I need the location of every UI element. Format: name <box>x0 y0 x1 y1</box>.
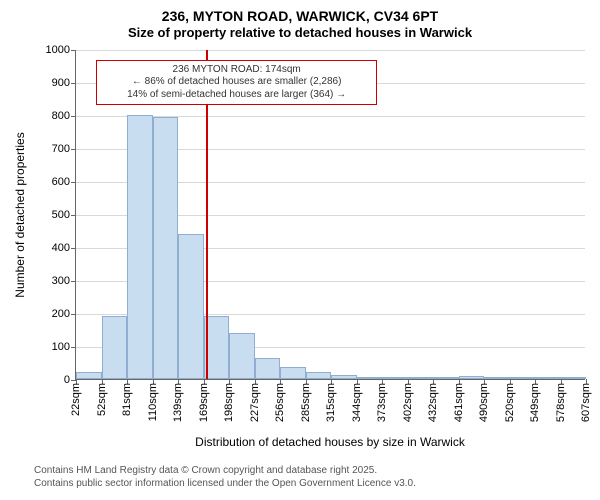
xtick-label: 315sqm <box>325 383 337 422</box>
annotation-line: 236 MYTON ROAD: 174sqm <box>103 64 370 77</box>
histogram-bar <box>255 358 281 379</box>
footer-line-1: Contains HM Land Registry data © Crown c… <box>34 465 600 478</box>
xtick-label: 110sqm <box>147 383 159 421</box>
xtick-label: 227sqm <box>249 383 261 422</box>
ytick-label: 100 <box>52 341 76 353</box>
ytick-label: 300 <box>52 275 76 287</box>
histogram-bar <box>357 377 383 379</box>
histogram-bar <box>102 316 128 379</box>
ytick-label: 700 <box>52 143 76 155</box>
histogram-bar <box>127 115 153 379</box>
histogram-bar <box>306 372 332 379</box>
xtick-label: 402sqm <box>402 383 414 422</box>
ytick-label: 200 <box>52 308 76 320</box>
annotation-line: ← 86% of detached houses are smaller (2,… <box>103 76 370 89</box>
histogram-bar <box>433 377 459 379</box>
plot-area: 0100200300400500600700800900100022sqm52s… <box>75 50 585 380</box>
annotation-line: 14% of semi-detached houses are larger (… <box>103 89 370 102</box>
xtick-label: 490sqm <box>478 383 490 422</box>
footer-attribution: Contains HM Land Registry data © Crown c… <box>0 465 600 490</box>
xtick-label: 256sqm <box>274 383 286 422</box>
ytick-label: 500 <box>52 209 76 221</box>
xtick-label: 285sqm <box>300 383 312 422</box>
histogram-bar <box>535 377 561 379</box>
xtick-label: 461sqm <box>453 383 465 422</box>
xtick-label: 432sqm <box>427 383 439 422</box>
xtick-label: 520sqm <box>504 383 516 422</box>
xtick-label: 549sqm <box>529 383 541 422</box>
histogram-bar <box>280 367 306 379</box>
histogram-bar <box>459 376 485 379</box>
xtick-label: 22sqm <box>70 383 82 416</box>
ytick-label: 900 <box>52 77 76 89</box>
histogram-bar <box>178 234 204 379</box>
histogram-bar <box>382 377 408 379</box>
histogram-bar <box>153 117 179 379</box>
annotation-box: 236 MYTON ROAD: 174sqm← 86% of detached … <box>96 60 377 106</box>
xtick-label: 344sqm <box>351 383 363 422</box>
ytick-label: 400 <box>52 242 76 254</box>
xtick-label: 139sqm <box>172 383 184 422</box>
histogram-bar <box>510 377 536 379</box>
plot: 0100200300400500600700800900100022sqm52s… <box>75 50 585 380</box>
chart-subtitle: Size of property relative to detached ho… <box>0 25 600 41</box>
histogram-bar <box>331 375 357 379</box>
histogram-bar <box>408 377 434 379</box>
xtick-label: 578sqm <box>555 383 567 422</box>
x-axis-label: Distribution of detached houses by size … <box>195 435 465 449</box>
ytick-label: 800 <box>52 110 76 122</box>
xtick-label: 373sqm <box>376 383 388 422</box>
xtick-label: 52sqm <box>96 383 108 416</box>
ytick-label: 600 <box>52 176 76 188</box>
gridline-h <box>76 50 585 51</box>
footer-line-2: Contains public sector information licen… <box>34 478 600 491</box>
histogram-bar <box>229 333 255 379</box>
ytick-label: 1000 <box>46 44 76 56</box>
histogram-bar <box>76 372 102 379</box>
histogram-bar <box>561 377 587 379</box>
histogram-bar <box>484 377 510 379</box>
chart-title: 236, MYTON ROAD, WARWICK, CV34 6PT <box>0 0 600 25</box>
xtick-label: 607sqm <box>580 383 592 422</box>
xtick-label: 198sqm <box>223 383 235 422</box>
y-axis-label: Number of detached properties <box>13 132 27 297</box>
xtick-label: 169sqm <box>198 383 210 422</box>
chart-container: 236, MYTON ROAD, WARWICK, CV34 6PT Size … <box>0 0 600 500</box>
xtick-label: 81sqm <box>121 383 133 416</box>
